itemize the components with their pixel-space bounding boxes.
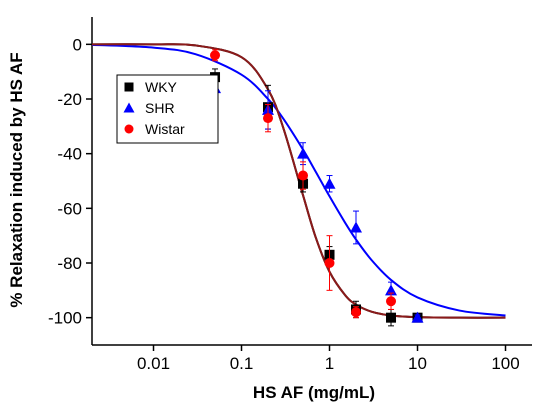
- legend-label: WKY: [145, 79, 178, 95]
- y-axis-label: % Relaxation induced by HS AF: [7, 52, 26, 307]
- data-point: [323, 177, 336, 189]
- legend-label: Wistar: [145, 121, 185, 137]
- data-point: [350, 221, 362, 233]
- x-tick-label: 0.01: [137, 354, 170, 373]
- y-tick-label: -60: [57, 199, 82, 218]
- legend-marker: [124, 82, 134, 92]
- data-point: [386, 312, 397, 323]
- data-point: [324, 258, 335, 268]
- y-tick-label: -100: [48, 309, 82, 328]
- y-tick-label: -80: [57, 254, 82, 273]
- data-point: [298, 170, 309, 181]
- legend-marker: [124, 124, 134, 134]
- x-tick-label: 0.1: [230, 354, 254, 373]
- data-point: [351, 307, 361, 318]
- fit-curve: [91, 43, 506, 317]
- x-tick-label: 10: [408, 354, 427, 373]
- data-point: [210, 50, 221, 61]
- legend-marker: [123, 102, 135, 113]
- legend-label: SHR: [145, 100, 175, 116]
- y-tick-label: -20: [57, 90, 82, 109]
- x-tick-label: 1: [325, 354, 334, 373]
- y-tick-label: 0: [73, 35, 82, 54]
- y-tick-label: -40: [57, 145, 82, 164]
- legend-box: [116, 74, 219, 144]
- x-axis-label: HS AF (mg/mL): [253, 383, 375, 402]
- data-point: [411, 311, 424, 323]
- fit-curve: [91, 43, 506, 319]
- data-point: [386, 296, 397, 307]
- x-tick-label: 100: [491, 354, 519, 373]
- data-point: [297, 147, 310, 159]
- data-point: [263, 113, 273, 124]
